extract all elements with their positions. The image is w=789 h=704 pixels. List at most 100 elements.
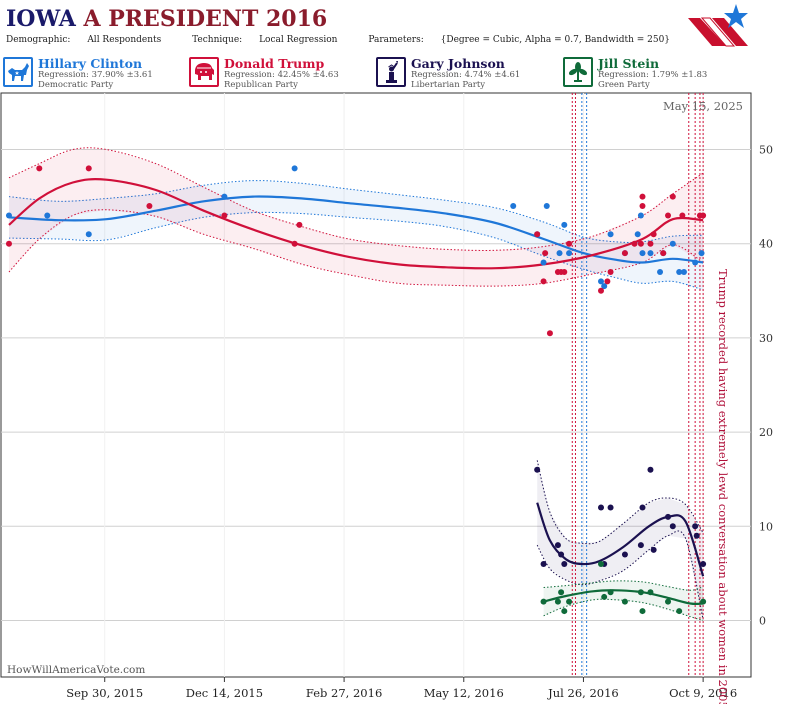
data-point: [639, 250, 646, 257]
data-point: [543, 203, 550, 210]
data-point: [146, 203, 153, 210]
x-tick-label: Dec 14, 2015: [186, 686, 263, 700]
data-point: [44, 212, 51, 219]
confidence-upper: [536, 460, 704, 545]
data-point: [566, 250, 573, 257]
data-point: [607, 231, 614, 238]
technique-label: Technique:: [192, 35, 243, 45]
data-point: [665, 513, 672, 520]
data-point: [540, 560, 547, 567]
elephant-icon: [189, 57, 219, 87]
data-point: [296, 221, 303, 228]
data-point: [700, 598, 707, 605]
trend-line: [8, 178, 704, 270]
data-point: [561, 268, 568, 275]
data-point: [85, 231, 92, 238]
title-state: IOWA: [6, 6, 76, 32]
trend-line: [543, 589, 704, 606]
data-point: [665, 212, 672, 219]
y-tick-label: 20: [759, 426, 773, 439]
poll-chart: 0 10 20 30 40 50 Sep 30, 2015 Dec 14, 2015 Feb 2…: [0, 92, 773, 704]
data-point: [647, 250, 654, 257]
data-point: [5, 240, 12, 247]
data-point: [665, 598, 672, 605]
confidence-lower: [543, 598, 704, 621]
candidate-party: Republican Party: [224, 80, 298, 90]
candidate-card-clinton[interactable]: Hillary Clinton Regression: 37.90% ±3.61…: [0, 55, 185, 91]
data-point: [650, 546, 657, 553]
data-point: [510, 203, 517, 210]
data-point: [669, 240, 676, 247]
data-point: [637, 212, 644, 219]
data-point: [692, 259, 699, 266]
confidence-upper: [543, 580, 704, 591]
data-point: [700, 560, 707, 567]
candidate-party: Democratic Party: [38, 80, 114, 90]
confidence-band: [9, 149, 704, 287]
data-point: [566, 240, 573, 247]
watermark-label: HowWillAmericaVote.com: [7, 664, 145, 676]
data-point: [700, 212, 707, 219]
data-point: [650, 231, 657, 238]
parameters-info: Parameters: {Degree = Cubic, Alpha = 0.7…: [368, 35, 684, 45]
data-point: [542, 250, 549, 257]
data-point: [693, 532, 700, 539]
data-point: [556, 250, 563, 257]
data-point: [692, 523, 699, 530]
data-point: [540, 259, 547, 266]
data-point: [601, 283, 608, 290]
parameters-line: Demographic: All Respondents Technique: …: [6, 35, 698, 45]
candidate-card-stein[interactable]: Jill Stein Regression: 1.79% ±1.83 Green…: [560, 55, 745, 91]
confidence-band: [537, 460, 704, 620]
site-logo-icon[interactable]: [686, 2, 752, 52]
data-point: [607, 504, 614, 511]
candidate-regression: Regression: 37.90% ±3.61: [38, 70, 153, 80]
candidate-regression: Regression: 42.45% ±4.63: [224, 70, 339, 80]
data-point: [621, 250, 628, 257]
data-point: [676, 608, 683, 615]
data-point: [669, 523, 676, 530]
confidence-lower: [8, 211, 704, 291]
candidate-regression: Regression: 4.74% ±4.61: [411, 70, 521, 80]
trend-line: [536, 502, 705, 577]
candidate-card-johnson[interactable]: Gary Johnson Regression: 4.74% ±4.61 Lib…: [373, 55, 558, 91]
data-point: [639, 608, 646, 615]
candidate-name: Jill Stein: [598, 56, 660, 71]
donkey-icon: [3, 57, 33, 87]
data-point: [647, 589, 654, 596]
data-point: [598, 560, 604, 567]
data-point: [621, 598, 628, 605]
technique-info: Technique: Local Regression: [192, 35, 351, 45]
data-point: [554, 598, 561, 605]
data-point: [85, 165, 92, 172]
parameters-value: {Degree = Cubic, Alpha = 0.7, Bandwidth …: [440, 35, 671, 45]
x-tick-label: May 12, 2016: [424, 686, 504, 700]
data-point: [534, 466, 541, 473]
candidate-party: Green Party: [598, 80, 650, 90]
confidence-band: [9, 180, 704, 290]
data-point: [647, 240, 654, 247]
data-point: [561, 608, 568, 615]
candidate-legend: Hillary Clinton Regression: 37.90% ±3.61…: [0, 55, 789, 91]
data-point: [598, 504, 604, 511]
data-point: [558, 589, 565, 596]
trend-line: [8, 195, 704, 264]
data-point: [639, 504, 646, 511]
data-point: [561, 221, 568, 228]
candidate-card-trump[interactable]: Donald Trump Regression: 42.45% ±4.63 Re…: [186, 55, 371, 91]
data-point: [680, 268, 687, 275]
data-point: [669, 193, 676, 200]
data-point: [639, 203, 646, 210]
data-point: [621, 551, 628, 558]
y-tick-label: 50: [759, 144, 773, 157]
x-tick-label: Sep 30, 2015: [66, 686, 143, 700]
y-tick-label: 0: [759, 614, 766, 627]
data-point: [601, 593, 608, 600]
data-point: [637, 542, 644, 549]
candidate-name: Gary Johnson: [411, 56, 505, 71]
leaf-icon: [563, 57, 593, 87]
data-point: [631, 240, 638, 247]
data-point: [291, 240, 298, 247]
data-point: [647, 466, 654, 473]
data-point: [634, 231, 641, 238]
